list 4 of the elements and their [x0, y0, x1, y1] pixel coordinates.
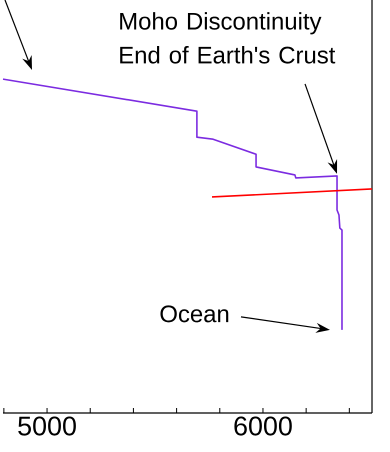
- annotation: Ocean: [160, 305, 228, 322]
- annotation: Moho Discontinuity End of Earth's Crust: [120, 12, 336, 64]
- x-tick-label: 5000: [18, 416, 76, 436]
- x-tick-label: 6000: [234, 416, 292, 436]
